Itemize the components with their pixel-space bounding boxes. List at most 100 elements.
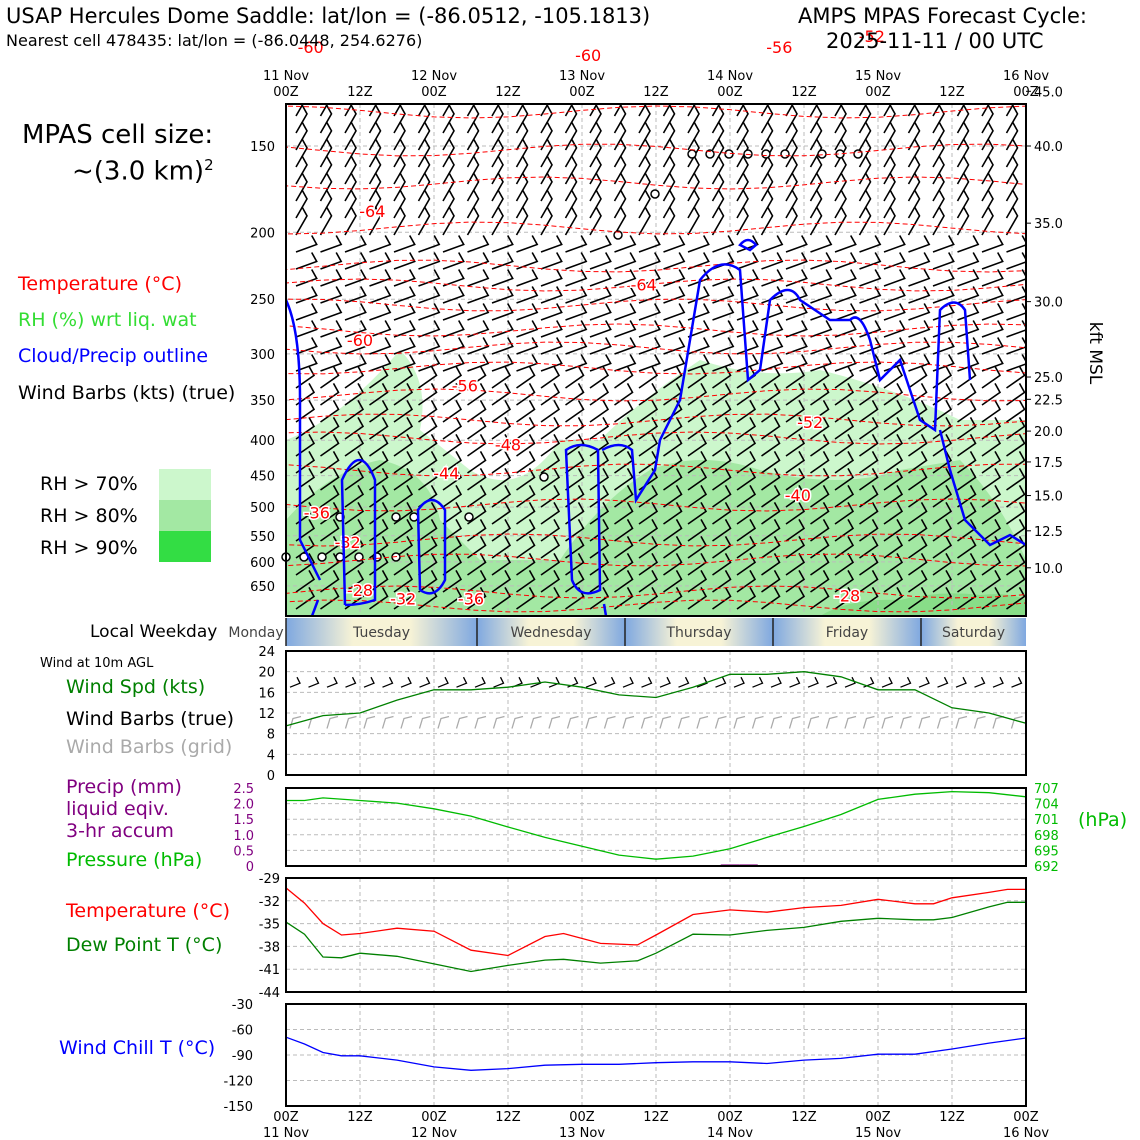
wind-barb (467, 354, 490, 372)
wind-barb (834, 519, 855, 542)
wind-barb (614, 252, 637, 270)
temperature-contour-label: -40 (785, 486, 811, 505)
legend-rh80: RH > 80% (40, 505, 138, 527)
wind-barb (859, 519, 879, 542)
wind-barb (736, 553, 757, 576)
pressure-tick-label: 704 (1034, 798, 1059, 813)
wind-barb (761, 366, 781, 389)
wind-barb (785, 485, 806, 508)
height-tick-label: 20.0 (1034, 425, 1063, 440)
wind-barb (809, 104, 823, 134)
wind-barb (417, 155, 431, 185)
wind-barb (956, 155, 970, 185)
wind-barb (981, 121, 994, 151)
calm-wind-circle (705, 149, 715, 159)
temperature-contour (286, 431, 1026, 445)
wind-tick-label: 12 (258, 707, 275, 722)
top-hour-label: 00Z (865, 85, 891, 100)
wind-barb (393, 502, 414, 525)
wind-barb (320, 587, 340, 610)
wind-barb (393, 189, 406, 219)
surface-barb-grid (862, 715, 875, 729)
wind-barb (956, 138, 970, 168)
wind-barb (981, 320, 1004, 338)
wind-barb (295, 434, 316, 457)
wind-barb (442, 269, 465, 287)
wind-barb (442, 104, 451, 117)
wind-barb (589, 383, 610, 406)
wind-barb (417, 206, 431, 236)
wind-barb (565, 303, 588, 321)
wind-barb (883, 434, 904, 457)
wind-barb (834, 383, 855, 406)
wind-barb (859, 451, 879, 474)
wind-barb (810, 451, 830, 474)
wind-barb (785, 172, 798, 202)
wind-barb (369, 587, 389, 610)
wind-barb (369, 235, 392, 253)
wind-barb (834, 400, 855, 423)
wind-barb (834, 235, 857, 253)
temp-tick-label: -41 (259, 963, 280, 978)
surface-barb-true (659, 676, 671, 688)
wind-barb (540, 269, 563, 287)
calm-wind-circle (761, 149, 771, 159)
wind-barb (491, 468, 512, 491)
wind-barb (956, 172, 970, 202)
wind-barb (614, 553, 634, 576)
wind-barb (760, 155, 774, 185)
wind-barb (565, 417, 585, 440)
surface-barb-true (715, 676, 727, 688)
wind-barb (516, 570, 536, 593)
wind-barb (736, 502, 757, 525)
weekday-name: Wednesday (510, 625, 591, 641)
top-day-label: 16 Nov (1003, 69, 1049, 84)
wind-barb (369, 400, 389, 423)
wind-barb (638, 400, 659, 423)
wind-barb (932, 104, 941, 117)
wind-barb (369, 417, 389, 440)
wind-barb (540, 519, 561, 542)
wind-barb (565, 269, 588, 287)
surface-barb-true (696, 676, 708, 688)
wind-barb (957, 502, 977, 525)
wind-barb (859, 587, 879, 610)
pressure-tick-label: 350 (250, 394, 275, 409)
wind-barb (687, 138, 700, 168)
wind-barb (516, 434, 536, 457)
wind-barb (320, 235, 343, 253)
wind-barb (1006, 320, 1026, 338)
weekday-name: Thursday (665, 625, 731, 641)
wind-barb (1006, 366, 1026, 389)
wind-barb (957, 417, 977, 440)
wind-barb (344, 206, 357, 236)
cloud-outline-segment (938, 429, 1026, 547)
wind-barb (540, 553, 561, 576)
wind-barb (540, 366, 561, 389)
pressure-tick-label: 500 (250, 501, 275, 516)
wind-barb (785, 587, 806, 610)
surface-barb-true (308, 676, 320, 688)
calm-wind-circle (613, 230, 623, 240)
surface-barb-grid (770, 715, 783, 729)
surface-barb-grid (807, 715, 820, 729)
wind-chill-line (285, 1036, 1027, 1071)
wind-barb (858, 104, 868, 117)
surface-barb-grid (326, 715, 339, 729)
surface-barb-true (826, 676, 838, 688)
label-precip-liquid: liquid eqiv. (66, 798, 169, 820)
wind-barb (614, 417, 634, 440)
wind-barb (932, 320, 955, 338)
wind-barb (834, 189, 847, 219)
surface-barb-true (419, 676, 431, 688)
temperature-contour (286, 463, 1026, 477)
wind-barb (369, 337, 392, 355)
wind-barb (736, 104, 749, 134)
wind-barb (810, 502, 830, 525)
wind-barb (859, 366, 879, 389)
wind-barb (442, 189, 455, 219)
wind-barb (516, 451, 536, 474)
top-hour-label: 12Z (495, 85, 521, 100)
wind-barb (638, 536, 659, 559)
surface-barb-true (789, 676, 801, 688)
